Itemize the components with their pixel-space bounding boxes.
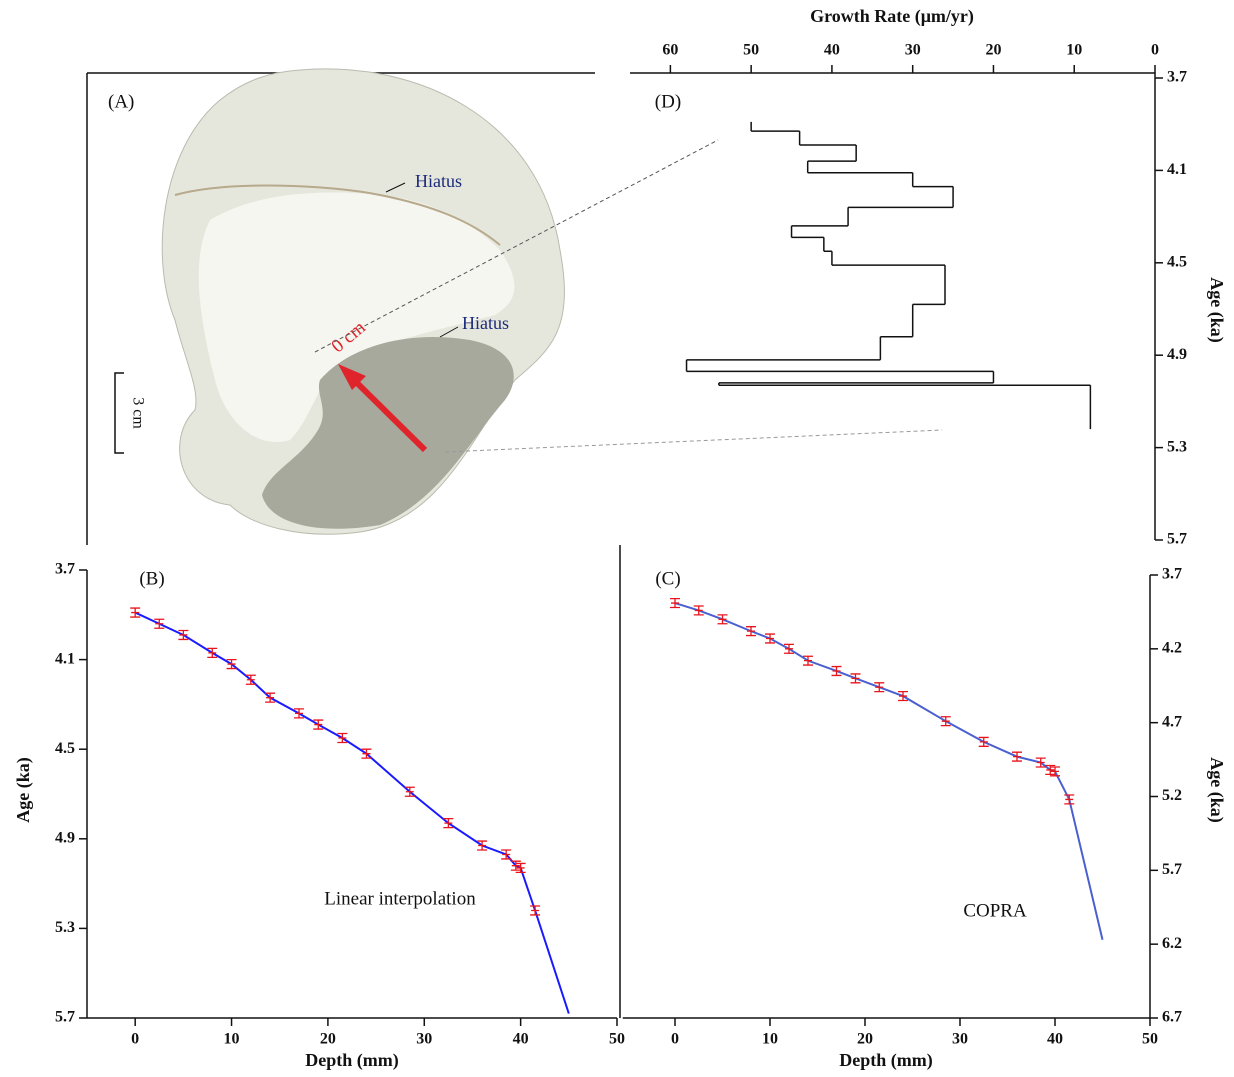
x-axis-label: Depth (mm): [305, 1050, 398, 1071]
y-tick-label: 5.7: [1162, 861, 1182, 878]
x-tick-label: 50: [1142, 1031, 1158, 1048]
y-tick-label: 4.5: [1167, 253, 1187, 270]
error-bar: [130, 608, 140, 617]
photo-panel: Hiatus Hiatus 0 cm 3 cm (A): [87, 69, 942, 545]
x-tick-label: 20: [985, 42, 1001, 59]
y-tick-label: 5.2: [1162, 787, 1182, 804]
y-tick-label: 4.2: [1162, 640, 1182, 657]
error-bar: [694, 606, 704, 615]
x-tick-label: 50: [743, 42, 759, 59]
panel-label: (B): [139, 568, 164, 589]
x-axis-label: Depth (mm): [839, 1050, 932, 1071]
annotation: COPRA: [963, 900, 1027, 921]
error-bar: [1012, 752, 1022, 761]
y-tick-label: 5.3: [55, 919, 75, 936]
hiatus-label: Hiatus: [462, 313, 509, 333]
y-tick-label: 3.7: [1162, 566, 1182, 583]
error-bar: [154, 619, 164, 628]
x-tick-label: 0: [1151, 42, 1159, 59]
data-line: [675, 603, 1103, 940]
error-bar: [832, 667, 842, 676]
error-bar: [979, 737, 989, 746]
panel-label: (D): [655, 91, 681, 112]
figure: Hiatus Hiatus 0 cm 3 cm (A) 3.7 4.1 4.5 4.9…: [0, 0, 1234, 1077]
x-tick-label: 10: [1066, 42, 1082, 59]
y-tick-label: 4.9: [55, 829, 75, 846]
y-tick-label: 5.7: [55, 1009, 75, 1026]
x-tick-label: 30: [905, 42, 921, 59]
y-tick-label: 4.1: [1167, 161, 1187, 178]
y-tick-label: 4.1: [55, 650, 75, 667]
error-bar: [746, 627, 756, 636]
data-line: [135, 613, 569, 1014]
x-tick-label: 30: [952, 1031, 968, 1048]
error-bar: [765, 634, 775, 643]
y-tick-label: 4.5: [55, 740, 75, 757]
y-tick-label: 4.7: [1162, 713, 1182, 730]
y-tick-label: 3.7: [1167, 69, 1187, 86]
x-axis-label: Growth Rate (μm/yr): [810, 6, 974, 27]
x-tick-label: 0: [671, 1031, 679, 1048]
connector: [445, 430, 942, 452]
y-axis-label: Age (ka): [1206, 277, 1227, 343]
panel-label: (C): [655, 568, 680, 589]
x-tick-label: 40: [1047, 1031, 1063, 1048]
y-tick-label: 6.2: [1162, 935, 1182, 952]
hiatus-label: Hiatus: [415, 171, 462, 191]
error-bar: [1064, 795, 1074, 804]
panel-label: (A): [108, 91, 134, 112]
x-tick-label: 20: [857, 1031, 873, 1048]
x-tick-label: 20: [320, 1031, 336, 1048]
x-tick-label: 40: [513, 1031, 529, 1048]
scale-label: 3 cm: [129, 397, 146, 429]
x-tick-label: 60: [662, 42, 678, 59]
y-tick-label: 3.7: [55, 561, 75, 578]
scale-bar: [115, 373, 124, 453]
annotation: Linear interpolation: [324, 888, 476, 909]
y-tick-label: 6.7: [1162, 1009, 1182, 1026]
x-tick-label: 10: [224, 1031, 240, 1048]
error-bar: [874, 683, 884, 692]
y-axis-label: Age (ka): [13, 757, 34, 823]
error-bar: [670, 599, 680, 608]
x-tick-label: 30: [416, 1031, 432, 1048]
x-tick-label: 10: [762, 1031, 778, 1048]
y-axis-label: Age (ka): [1206, 757, 1227, 823]
error-bar: [851, 674, 861, 683]
error-bar: [718, 615, 728, 624]
x-tick-label: 0: [131, 1031, 139, 1048]
y-tick-label: 5.7: [1167, 531, 1187, 548]
error-bar: [530, 906, 540, 915]
x-tick-label: 50: [609, 1031, 625, 1048]
x-tick-label: 40: [824, 42, 840, 59]
y-tick-label: 4.9: [1167, 346, 1187, 363]
error-bar: [516, 863, 526, 872]
y-tick-label: 5.3: [1167, 438, 1187, 455]
